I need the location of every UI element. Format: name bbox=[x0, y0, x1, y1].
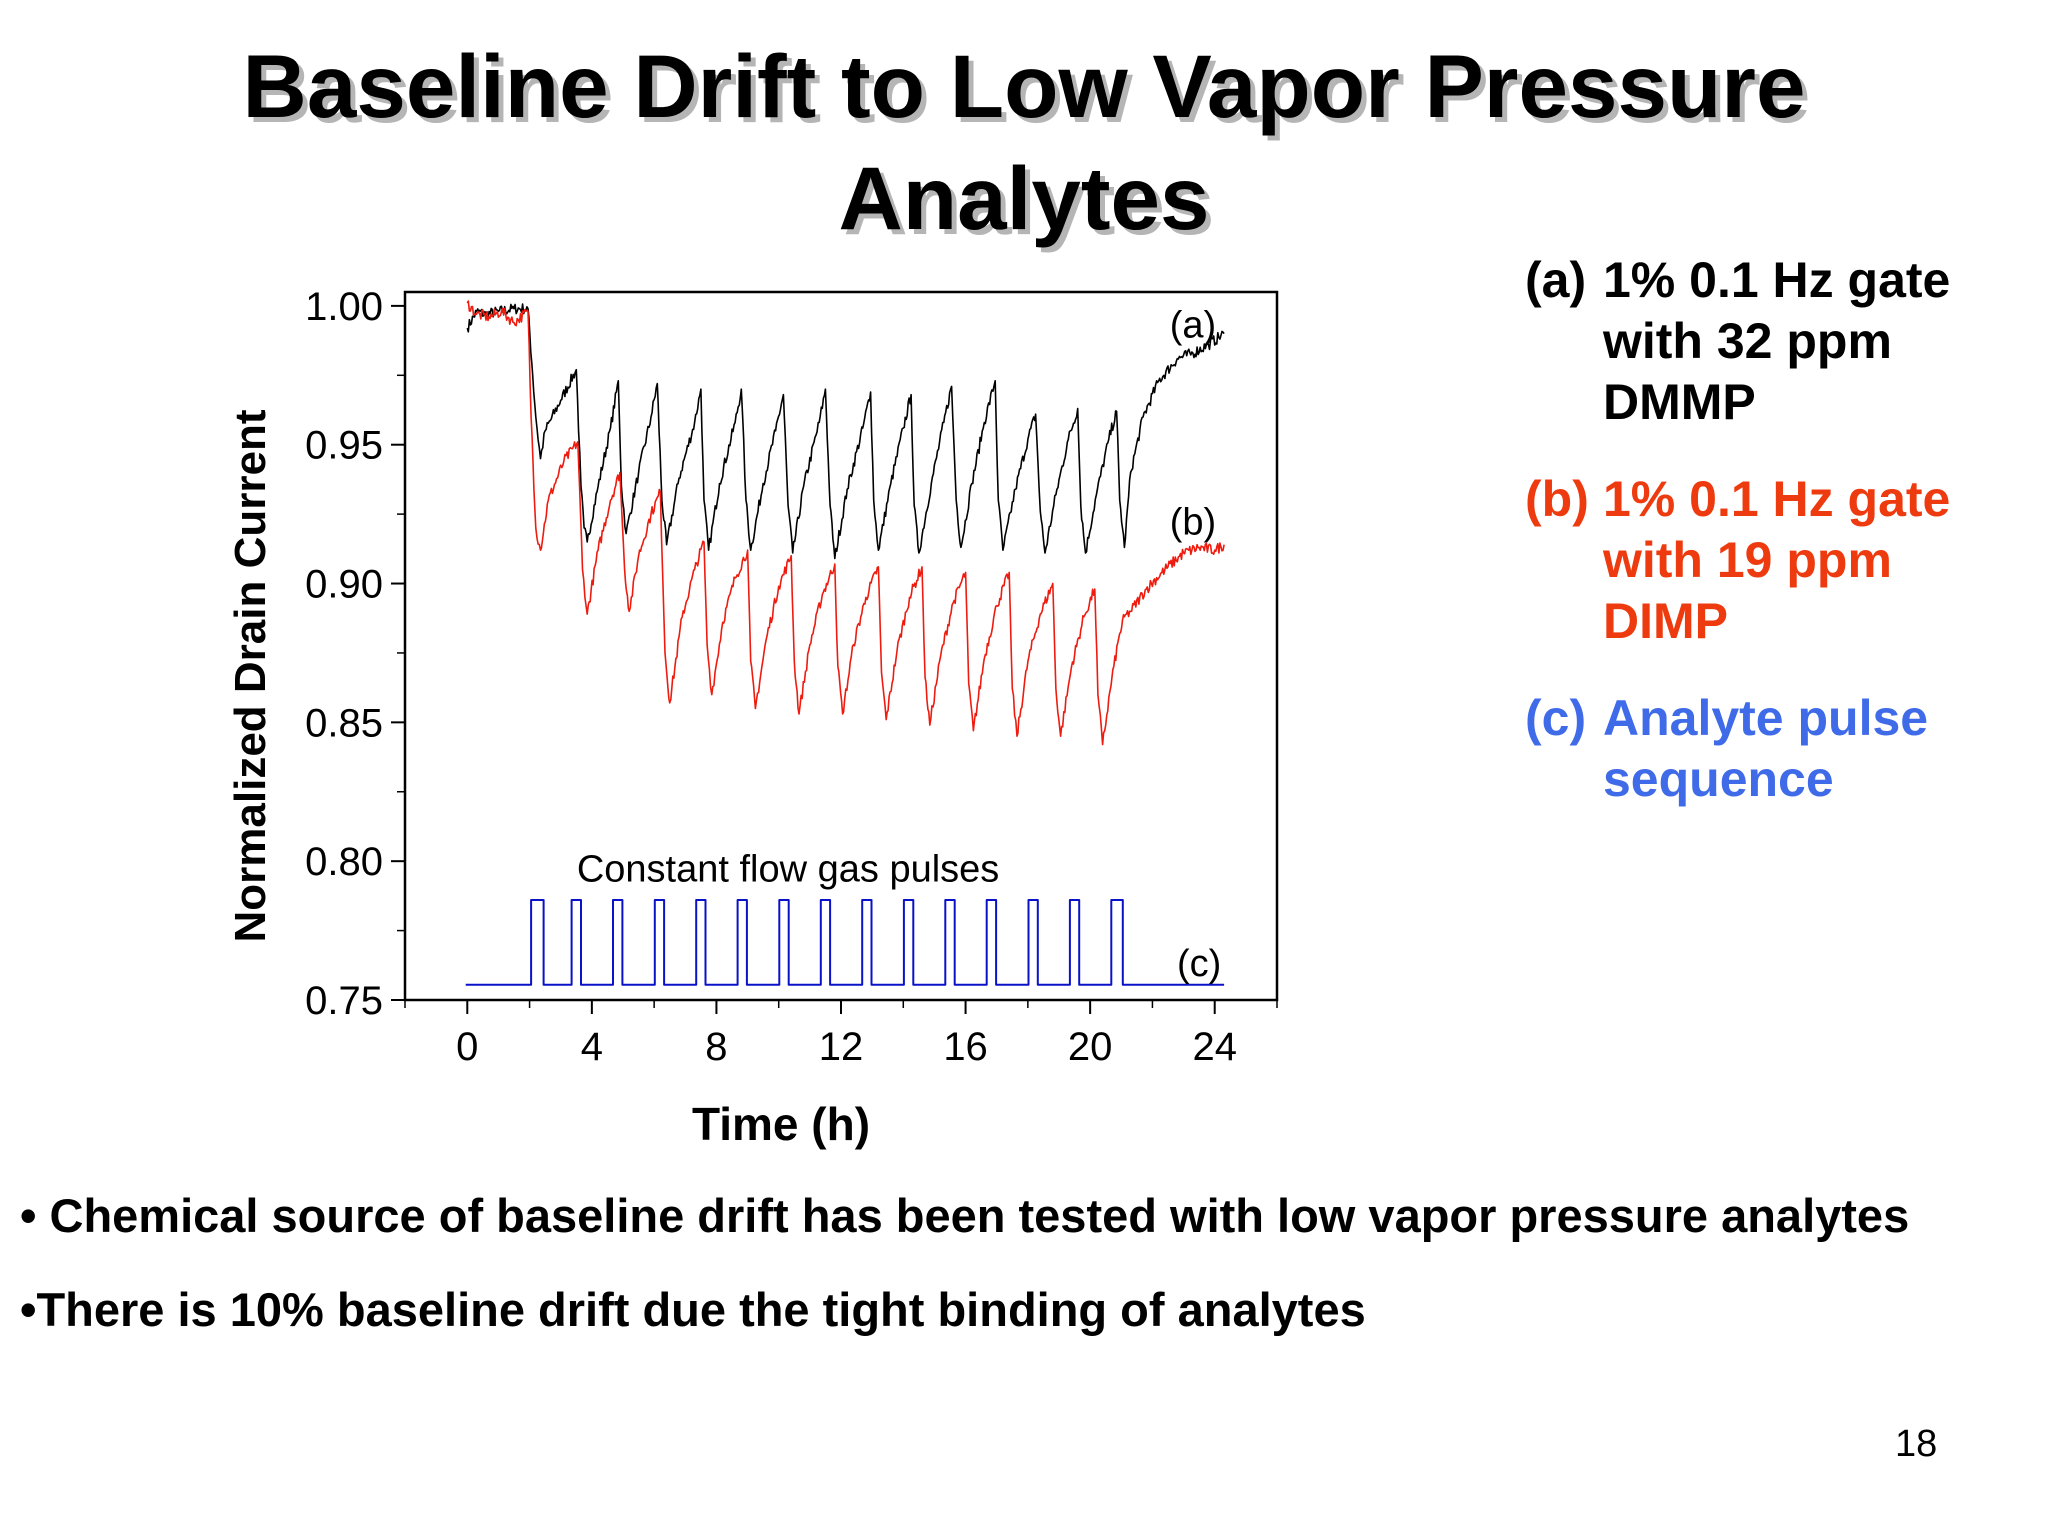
chart-annotation: (c) bbox=[1177, 943, 1221, 985]
legend-text-c: Analyte pulse sequence bbox=[1603, 690, 1929, 807]
x-tick-label: 16 bbox=[943, 1025, 988, 1069]
slide-title-line-2: Analytes bbox=[838, 148, 1210, 248]
chart-annotation: (a) bbox=[1170, 304, 1216, 346]
chart-annotation: (b) bbox=[1170, 501, 1216, 543]
x-tick-label: 4 bbox=[581, 1025, 603, 1069]
y-tick-label: 0.85 bbox=[305, 701, 383, 745]
legend-tag-a: (a) bbox=[1525, 252, 1587, 308]
y-axis-label: Normalized Drain Current bbox=[226, 409, 275, 942]
y-tick-label: 0.80 bbox=[305, 840, 383, 884]
x-tick-label: 8 bbox=[705, 1025, 727, 1069]
bullet-list: • Chemical source of baseline drift has … bbox=[20, 1185, 2020, 1373]
y-tick-label: 0.95 bbox=[305, 424, 383, 468]
x-axis-label: Time (h) bbox=[692, 1098, 870, 1150]
chart-labels-group: Time (h) Normalized Drain Current (a) (b) (c… bbox=[226, 304, 1221, 1150]
series-line-a bbox=[466, 303, 1225, 560]
series-line-b bbox=[466, 300, 1225, 746]
x-tick-label: 0 bbox=[456, 1025, 478, 1069]
page-number: 18 bbox=[1895, 1423, 1938, 1465]
legend-text-a: 1% 0.1 Hz gate with 32 ppm DMMP bbox=[1603, 252, 1951, 430]
x-tick-label: 12 bbox=[819, 1025, 864, 1069]
chart-ticks-group: 0 4 8 12 16 20 24 0.75 0.80 0.85 0.90 0.95 1.00 bbox=[305, 285, 1278, 1069]
series-legend: (a) 1% 0.1 Hz gate with 32 ppm DMMP (b) … bbox=[1525, 250, 2025, 846]
legend-tag-b: (b) bbox=[1525, 471, 1589, 527]
series-line-c bbox=[465, 899, 1225, 986]
bullet-item: • Chemical source of baseline drift has … bbox=[20, 1189, 1910, 1242]
y-tick-label: 0.90 bbox=[305, 563, 383, 607]
x-tick-label: 24 bbox=[1192, 1025, 1237, 1069]
bullet-item: •There is 10% baseline drift due the tig… bbox=[20, 1283, 1366, 1336]
chart-series-group bbox=[465, 300, 1225, 986]
plot-frame bbox=[403, 290, 1279, 1002]
x-tick-label: 20 bbox=[1068, 1025, 1113, 1069]
chart-frame-group bbox=[403, 290, 1279, 1002]
slide-title-line-1: Baseline Drift to Low Vapor Pressure bbox=[242, 36, 1806, 136]
y-tick-label: 1.00 bbox=[305, 285, 383, 329]
legend-item-a: (a) 1% 0.1 Hz gate with 32 ppm DMMP bbox=[1525, 250, 2025, 433]
chart-annotation: Constant flow gas pulses bbox=[577, 849, 999, 891]
legend-item-c: (c) Analyte pulse sequence bbox=[1525, 688, 2025, 810]
y-tick-label: 0.75 bbox=[305, 979, 383, 1023]
legend-text-b: 1% 0.1 Hz gate with 19 ppm DIMP bbox=[1603, 471, 1951, 649]
legend-tag-c: (c) bbox=[1525, 690, 1587, 746]
slide-title: Baseline Drift to Low Vapor Pressure Ana… bbox=[0, 30, 2048, 254]
legend-item-b: (b) 1% 0.1 Hz gate with 19 ppm DIMP bbox=[1525, 469, 2025, 652]
